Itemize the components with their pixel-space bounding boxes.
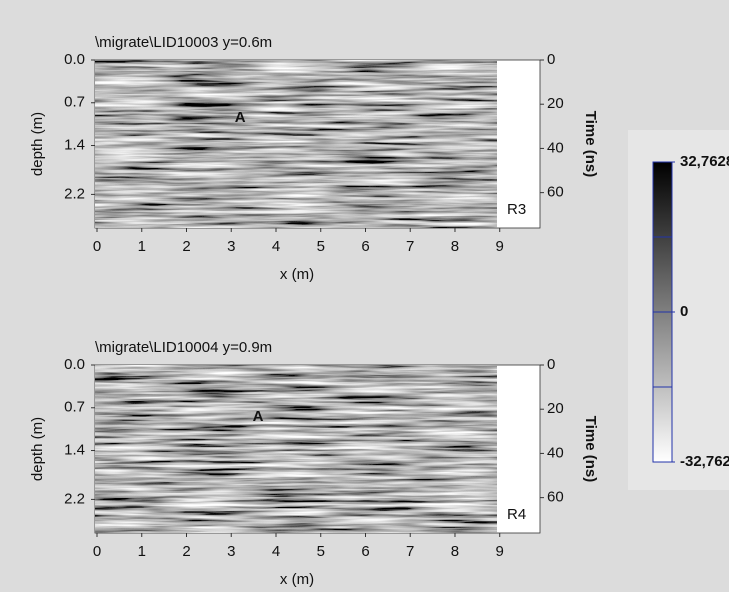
y-tick-label: 2.2 [64, 490, 85, 507]
x-tick-label: 5 [317, 238, 325, 255]
y2-tick-label: 0 [547, 51, 555, 68]
y-axis-label: depth (m) [29, 112, 46, 176]
x-tick-label: 8 [451, 238, 459, 255]
x-tick-label: 8 [451, 543, 459, 560]
colorbar-panel [628, 130, 729, 490]
profile-label: R3 [507, 201, 526, 218]
y2-axis-label: Time (ns) [582, 416, 599, 482]
x-tick-label: 7 [406, 543, 414, 560]
y-tick-label: 0.0 [64, 51, 85, 68]
annotation: A [253, 408, 264, 425]
profile-label: R4 [507, 506, 526, 523]
panel-title: \migrate\LID10003 y=0.6m [95, 34, 272, 51]
x-tick-label: 9 [496, 543, 504, 560]
x-tick-label: 4 [272, 543, 280, 560]
y-tick-label: 0.7 [64, 94, 85, 111]
x-tick-label: 7 [406, 238, 414, 255]
y-tick-label: 2.2 [64, 185, 85, 202]
x-tick-label: 6 [361, 543, 369, 560]
x-axis-label: x (m) [280, 266, 314, 283]
y-axis-label: depth (m) [29, 417, 46, 481]
y2-tick-label: 40 [547, 444, 564, 461]
x-axis-label: x (m) [280, 571, 314, 588]
x-tick-label: 3 [227, 543, 235, 560]
x-tick-label: 2 [182, 238, 190, 255]
colorbar-tick-label: 0 [680, 303, 688, 320]
x-tick-label: 0 [93, 543, 101, 560]
y2-tick-label: 0 [547, 356, 555, 373]
x-tick-label: 3 [227, 238, 235, 255]
annotation: A [235, 109, 246, 126]
x-tick-label: 0 [93, 238, 101, 255]
x-tick-label: 1 [138, 543, 146, 560]
y-tick-label: 1.4 [64, 441, 85, 458]
y-tick-label: 0.7 [64, 399, 85, 416]
x-tick-label: 4 [272, 238, 280, 255]
y-tick-label: 1.4 [64, 136, 85, 153]
y2-tick-label: 60 [547, 184, 564, 201]
radargram-image [95, 60, 497, 228]
x-tick-label: 9 [496, 238, 504, 255]
colorbar-tick-label: 32,7628 [680, 153, 729, 170]
y2-tick-label: 60 [547, 489, 564, 506]
y2-tick-label: 20 [547, 95, 564, 112]
x-tick-label: 1 [138, 238, 146, 255]
colorbar-tick-label: -32,7628 [680, 453, 729, 470]
x-tick-label: 2 [182, 543, 190, 560]
y2-axis-label: Time (ns) [582, 111, 599, 177]
y-tick-label: 0.0 [64, 356, 85, 373]
radargram-image [95, 365, 497, 533]
x-tick-label: 5 [317, 543, 325, 560]
y2-tick-label: 20 [547, 400, 564, 417]
y2-tick-label: 40 [547, 139, 564, 156]
x-tick-label: 6 [361, 238, 369, 255]
panel-title: \migrate\LID10004 y=0.9m [95, 339, 272, 356]
